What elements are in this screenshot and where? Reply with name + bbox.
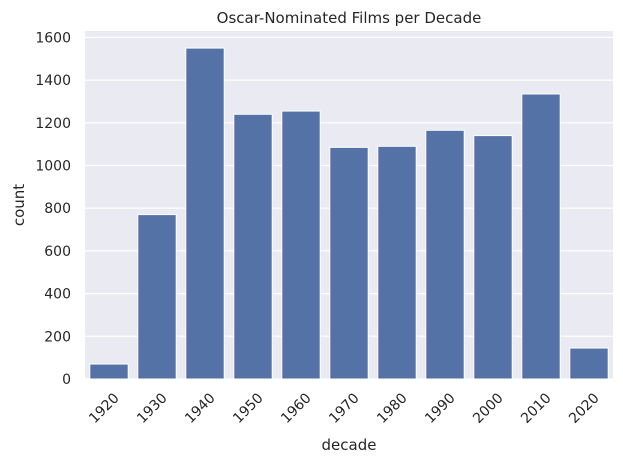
bar-1920 — [89, 363, 129, 380]
x-tick-label: 1930 — [134, 390, 171, 427]
bar-2000 — [473, 135, 513, 380]
y-tick-label: 800 — [44, 201, 71, 217]
bar-1960 — [281, 110, 321, 380]
x-tick-label: 2010 — [518, 390, 555, 427]
chart-title: Oscar-Nominated Films per Decade — [217, 9, 482, 27]
bar-1970 — [329, 146, 369, 380]
y-tick-label: 1600 — [35, 30, 71, 46]
x-tick-label: 1980 — [374, 390, 411, 427]
x-tick-label: 1960 — [278, 390, 315, 427]
y-tick-label: 1200 — [35, 116, 71, 132]
bar-1950 — [233, 113, 273, 380]
bar-1980 — [377, 145, 417, 380]
y-axis-label: count — [10, 184, 28, 226]
bar-1990 — [425, 129, 465, 380]
bar-2010 — [521, 93, 561, 380]
x-tick-label: 1970 — [326, 390, 363, 427]
x-tick-label: 2000 — [470, 390, 507, 427]
bar-1930 — [137, 214, 177, 380]
x-tick-label: 1940 — [182, 390, 219, 427]
x-tick-label: 2020 — [566, 390, 603, 427]
y-tick-label: 1000 — [35, 159, 71, 175]
x-tick-labels: 1920 1930 1940 1950 1960 1970 1980 1990 2000 2010… — [86, 390, 603, 427]
y-tick-label: 200 — [44, 329, 71, 345]
x-tick-label: 1950 — [230, 390, 267, 427]
y-tick-label: 400 — [44, 287, 71, 303]
x-tick-label: 1920 — [86, 390, 123, 427]
x-axis-label: decade — [322, 436, 377, 454]
y-tick-label: 0 — [62, 372, 71, 388]
y-tick-label: 600 — [44, 244, 71, 260]
y-tick-label: 1400 — [35, 73, 71, 89]
y-tick-labels: 0 200 400 600 800 1000 1200 1400 1600 — [35, 30, 71, 388]
x-tick-label: 1990 — [422, 390, 459, 427]
bar-2020 — [569, 347, 609, 380]
bars — [89, 47, 609, 380]
bar-1940 — [185, 47, 225, 380]
